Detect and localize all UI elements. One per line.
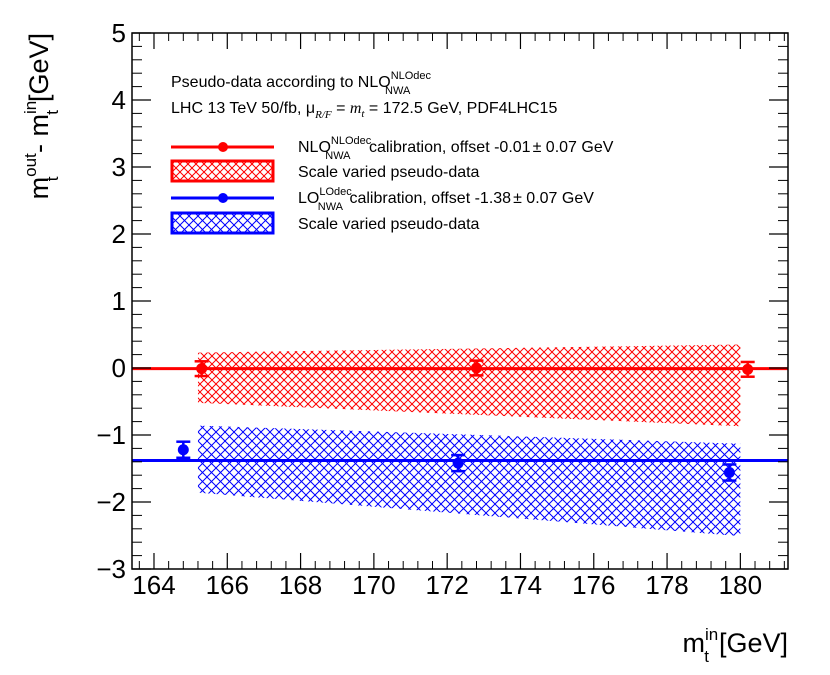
y-tick-label: 3 — [112, 152, 126, 182]
annotation-line1-sub: NWA — [385, 85, 411, 97]
annotation-line2-mt: m — [350, 100, 362, 117]
legend-entry-lo-band: Scale varied pseudo-data — [170, 211, 480, 235]
legend-lo-sub: NWA — [318, 201, 344, 213]
marker — [452, 457, 464, 469]
x-tick-label: 166 — [206, 570, 249, 600]
data-points-layer — [176, 359, 755, 482]
bands-layer — [197, 344, 741, 537]
x-tick-label: 178 — [645, 570, 688, 600]
legend-nlo-main: NLO — [298, 139, 331, 156]
annotation-line2-sub: R/F — [314, 109, 332, 121]
legend-nlo-sub: NWA — [325, 150, 351, 162]
legend-lo-err: 0.07 GeV — [522, 190, 594, 207]
y-tick-label: 2 — [112, 219, 126, 249]
axis-ticks-layer — [132, 32, 788, 570]
x-tick-label: 174 — [499, 570, 542, 600]
x-tick-label: 168 — [279, 570, 322, 600]
annotation-line2-mt-sub: t — [361, 108, 365, 120]
marker — [196, 363, 208, 375]
legend-lo-calibration-label: LOLOdec NWA calibration, offset -1.38 ± 0.… — [298, 186, 594, 213]
nlo-data-point-2 — [469, 359, 484, 377]
annotation-line2-a: LHC 13 TeV 50/fb, μ — [171, 100, 315, 117]
y-tick-label: 5 — [112, 18, 126, 48]
x-axis-label: min t [GeV] — [683, 625, 789, 666]
x-tick-label: 170 — [352, 570, 395, 600]
annotation-line2-b: = 172.5 GeV, PDF4LHC15 — [364, 100, 557, 117]
y-axis-label: moutt - min t[GeV] — [21, 33, 62, 199]
y-tick-label: −1 — [96, 420, 126, 450]
legend-nlo-band-swatch — [170, 159, 275, 183]
y-tick-labels: −3 −2 −1 0 1 2 3 4 5 — [96, 18, 126, 584]
y-tick-label: 4 — [112, 85, 126, 115]
y-tick-label: −2 — [96, 487, 126, 517]
annotation-line1-sup: NLOdec — [391, 70, 432, 82]
lo-data-point-3 — [722, 463, 737, 482]
y-axis-label-m1: m — [24, 177, 54, 200]
y-axis-label-unit: [GeV] — [24, 33, 54, 102]
legend-lo-main: LO — [298, 190, 319, 207]
y-axis-label-sub1: t — [43, 176, 62, 181]
marker — [177, 444, 189, 456]
legend-nlo-pm: ± — [533, 139, 542, 156]
y-axis-label-m2: m — [24, 114, 54, 137]
annotation-pseudo-data: Pseudo-data according to NLONLOdec NWA — [171, 70, 432, 97]
annotation-line2-eq: = — [332, 100, 350, 117]
x-tick-label: 180 — [719, 570, 762, 600]
x-axis-label-unit: [GeV] — [719, 628, 788, 658]
legend: NLONLOdec NWA calibration, offset -0.01 ± … — [170, 135, 614, 235]
legend-entry-nlo-band: Scale varied pseudo-data — [170, 159, 480, 183]
marker — [723, 467, 735, 479]
x-axis-label-sup: in — [705, 625, 718, 644]
y-tick-label: −3 — [96, 554, 126, 584]
legend-nlo-band-label: Scale varied pseudo-data — [298, 164, 480, 181]
legend-lo-pm: ± — [513, 190, 522, 207]
legend-nlo-sup: NLOdec — [331, 135, 372, 147]
marker — [470, 362, 482, 374]
x-tick-label: 172 — [425, 570, 468, 600]
x-tick-labels: 164 166 168 170 172 174 176 178 180 — [132, 570, 762, 600]
y-axis-label-sub2: t — [43, 110, 62, 115]
legend-lo-sup: LOdec — [319, 186, 352, 198]
legend-nlo-err: 0.07 GeV — [541, 139, 613, 156]
nlo-scale-band — [197, 344, 741, 427]
legend-lo-rest: calibration, offset -1.38 — [345, 190, 511, 207]
lo-data-point-1 — [176, 440, 191, 460]
nlo-data-point-3 — [740, 360, 755, 378]
annotation-lhc-settings: LHC 13 TeV 50/fb, μR/F = mt = 172.5 GeV,… — [171, 100, 557, 121]
y-axis-label-sup1: out — [21, 153, 40, 177]
legend-nlo-calibration-label: NLONLOdec NWA calibration, offset -0.01 ± … — [298, 135, 614, 162]
legend-lo-marker-swatch — [218, 193, 228, 203]
lo-scale-band — [197, 425, 741, 537]
y-axis-label-dash: - — [24, 137, 54, 161]
x-tick-label: 176 — [572, 570, 615, 600]
y-tick-label: 0 — [112, 353, 126, 383]
legend-nlo-marker-swatch — [218, 142, 228, 152]
x-axis-label-main: m — [683, 628, 706, 658]
x-tick-label: 164 — [132, 570, 175, 600]
y-tick-label: 1 — [112, 286, 126, 316]
nlo-data-point-1 — [194, 360, 209, 378]
marker — [742, 363, 754, 375]
legend-entry-nlo-calibration: NLONLOdec NWA calibration, offset -0.01 ± … — [171, 135, 614, 162]
x-axis-label-sub: t — [704, 647, 709, 666]
legend-nlo-rest: calibration, offset -0.01 — [365, 139, 531, 156]
legend-lo-band-swatch — [170, 211, 275, 235]
legend-lo-band-label: Scale varied pseudo-data — [298, 216, 480, 233]
lo-data-point-2 — [451, 453, 466, 473]
annotation-line1-text: Pseudo-data according to NLO — [171, 74, 391, 91]
legend-entry-lo-calibration: LOLOdec NWA calibration, offset -1.38 ± 0.… — [171, 186, 594, 213]
y-axis-label-sup2: in — [21, 101, 40, 114]
